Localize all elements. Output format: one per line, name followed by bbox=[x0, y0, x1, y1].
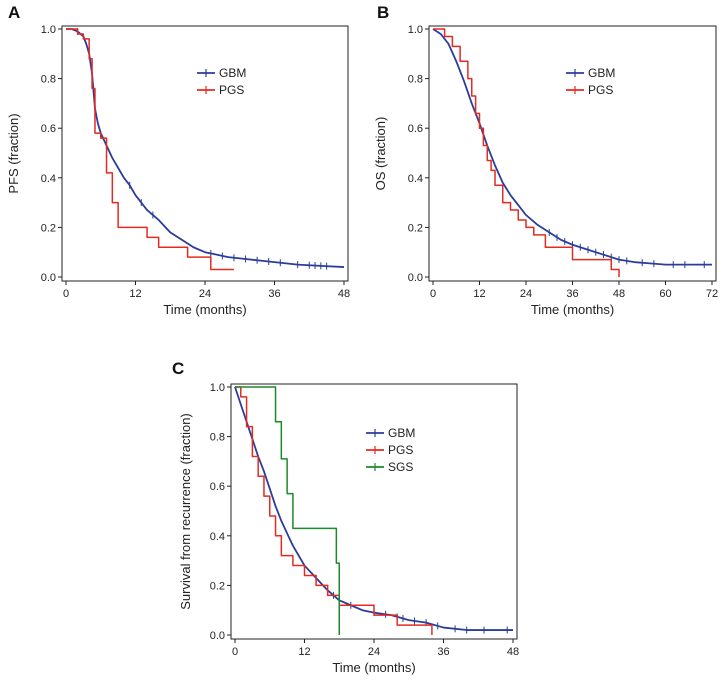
legend-label-pgs: PGS bbox=[588, 83, 613, 97]
y-tick-label: 1.0 bbox=[210, 382, 225, 394]
y-tick-label: 0.4 bbox=[210, 531, 225, 543]
series-gbm-line bbox=[234, 386, 513, 631]
y-tick-label: 0.6 bbox=[408, 123, 423, 135]
plot-frame bbox=[230, 383, 518, 640]
x-axis-title: Time (months) bbox=[332, 660, 415, 675]
x-tick-label: 48 bbox=[613, 288, 625, 300]
y-tick-label: 0.2 bbox=[408, 222, 423, 234]
legend-label-sgs: SGS bbox=[388, 460, 413, 474]
y-tick-label: 1.0 bbox=[408, 24, 423, 36]
series-gbm-line bbox=[432, 28, 712, 266]
x-tick-label: 12 bbox=[129, 288, 141, 300]
panel-a: A 0.0 0.2 0.4 0.6 0.8 1.0 0 12 24 36 48 Time (months… bbox=[6, 3, 350, 317]
x-tick-label: 36 bbox=[437, 646, 449, 658]
legend-label-gbm: GBM bbox=[388, 426, 415, 440]
panel-letter: B bbox=[377, 3, 389, 22]
series-sgs-line bbox=[235, 386, 340, 635]
plot-frame bbox=[61, 25, 349, 282]
y-tick-label: 0.6 bbox=[41, 123, 56, 135]
x-tick-label: 0 bbox=[63, 288, 69, 300]
series-pgs-line bbox=[66, 28, 234, 271]
y-tick-label: 0.4 bbox=[408, 173, 423, 185]
legend-label-pgs: PGS bbox=[388, 443, 413, 457]
series-pgs-line bbox=[235, 386, 433, 635]
y-axis-title: OS (fraction) bbox=[373, 117, 388, 191]
y-tick-label: 0.2 bbox=[41, 222, 56, 234]
legend-label-gbm: GBM bbox=[588, 66, 615, 80]
y-tick-label: 0.0 bbox=[408, 272, 423, 284]
series-pgs-line bbox=[433, 28, 620, 277]
x-tick-label: 12 bbox=[473, 288, 485, 300]
y-tick-label: 0.0 bbox=[41, 272, 56, 284]
x-tick-label: 60 bbox=[659, 288, 671, 300]
y-tick-label: 0.2 bbox=[210, 580, 225, 592]
x-axis-title: Time (months) bbox=[531, 302, 614, 317]
panel-letter: A bbox=[8, 3, 20, 22]
y-tick-label: 0.6 bbox=[210, 481, 225, 493]
x-tick-label: 36 bbox=[268, 288, 280, 300]
x-tick-label: 24 bbox=[520, 288, 532, 300]
y-tick-label: 0.0 bbox=[210, 630, 225, 642]
x-tick-label: 24 bbox=[199, 288, 211, 300]
y-tick-label: 0.8 bbox=[408, 74, 423, 86]
y-axis-title: PFS (fraction) bbox=[6, 113, 21, 193]
x-tick-label: 0 bbox=[232, 646, 238, 658]
legend-label-pgs: PGS bbox=[219, 83, 244, 97]
y-axis-title: Survival from recurrence (fraction) bbox=[178, 413, 193, 610]
y-tick-label: 0.8 bbox=[210, 432, 225, 444]
y-tick-label: 1.0 bbox=[41, 24, 56, 36]
x-tick-label: 48 bbox=[338, 288, 350, 300]
x-tick-label: 48 bbox=[507, 646, 519, 658]
legend-label-gbm: GBM bbox=[219, 66, 246, 80]
y-tick-label: 0.4 bbox=[41, 173, 56, 185]
panel-b: B 0.0 0.2 0.4 0.6 0.8 1.0 0 12 24 36 48 60 72 Time (mo… bbox=[373, 3, 718, 317]
y-tick-label: 0.8 bbox=[41, 74, 56, 86]
x-tick-label: 0 bbox=[430, 288, 436, 300]
x-axis-title: Time (months) bbox=[163, 302, 246, 317]
panel-c: C 0.0 0.2 0.4 0.6 0.8 1.0 0 12 24 36 48 Time (months… bbox=[172, 359, 519, 675]
x-tick-label: 36 bbox=[566, 288, 578, 300]
x-tick-label: 12 bbox=[298, 646, 310, 658]
series-gbm-line bbox=[66, 28, 345, 268]
x-tick-label: 72 bbox=[706, 288, 718, 300]
x-tick-label: 24 bbox=[368, 646, 380, 658]
panel-letter: C bbox=[172, 359, 184, 378]
